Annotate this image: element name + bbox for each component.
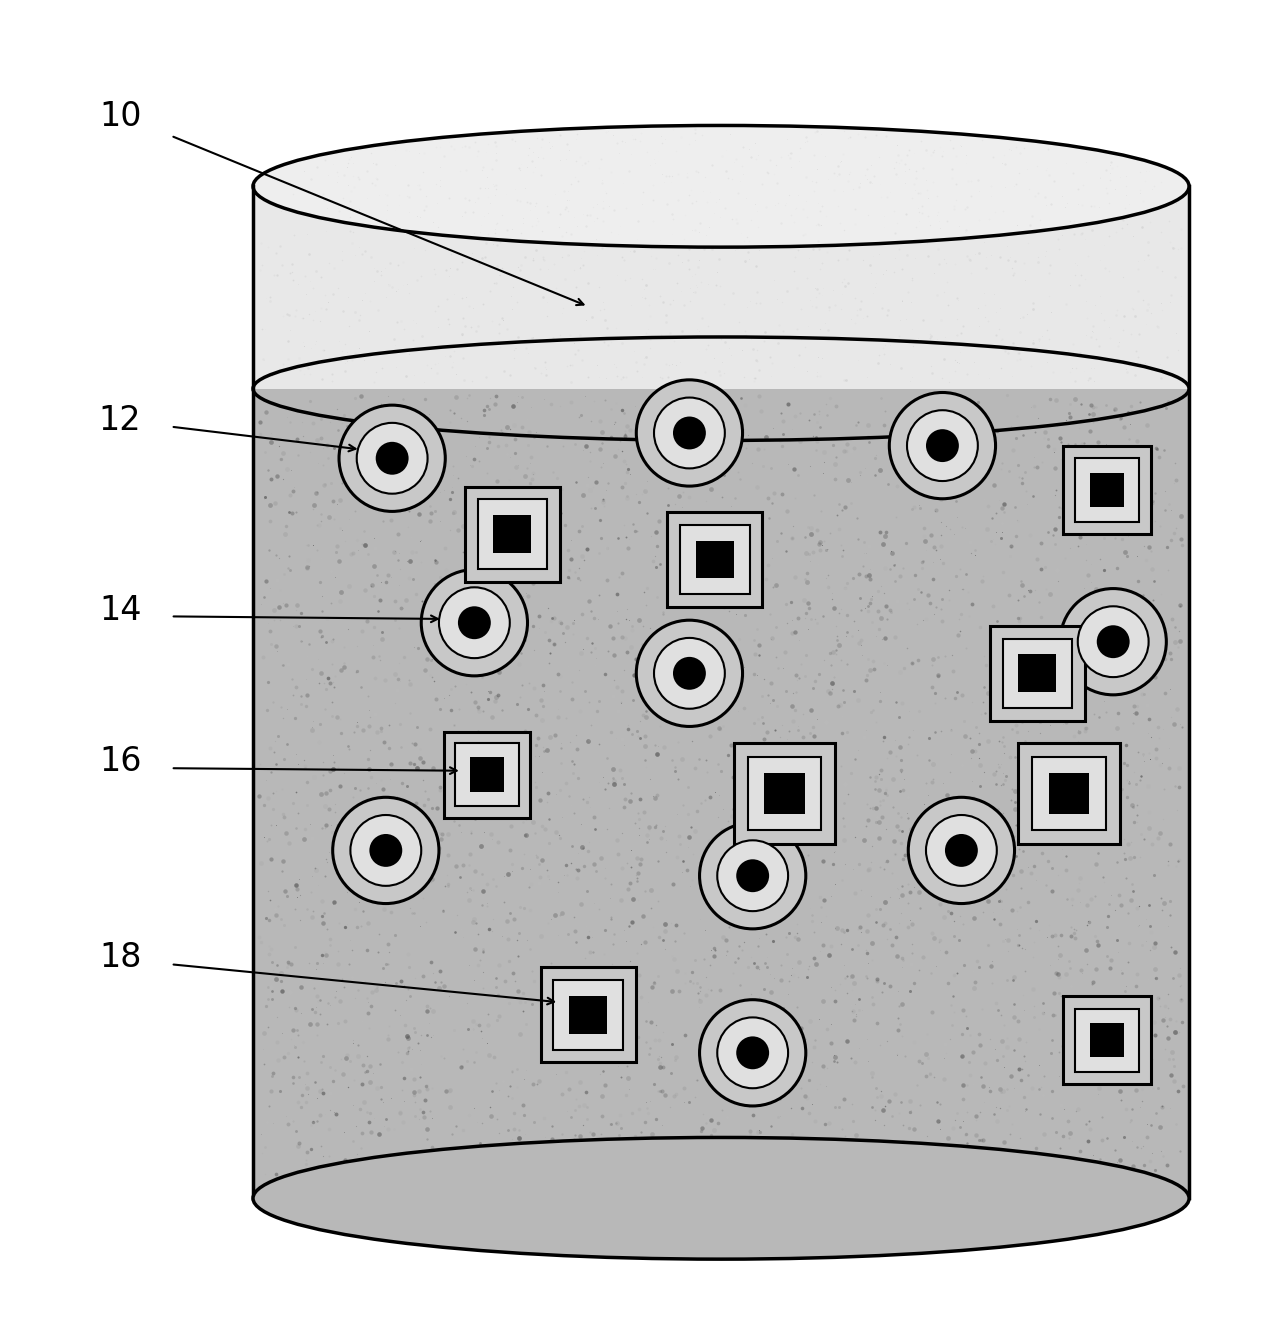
Bar bbox=[764, 774, 805, 814]
Ellipse shape bbox=[357, 423, 428, 494]
Ellipse shape bbox=[253, 1138, 1189, 1259]
Bar bbox=[1049, 774, 1089, 814]
Bar bbox=[734, 743, 835, 844]
Text: 18: 18 bbox=[99, 942, 142, 974]
Bar bbox=[1063, 996, 1151, 1085]
Bar bbox=[1075, 459, 1138, 522]
Ellipse shape bbox=[654, 398, 725, 468]
Bar bbox=[1002, 639, 1073, 708]
Ellipse shape bbox=[907, 411, 978, 482]
Bar bbox=[569, 996, 607, 1034]
Bar bbox=[1090, 1023, 1125, 1058]
Bar bbox=[1075, 1009, 1138, 1071]
Ellipse shape bbox=[1060, 588, 1166, 695]
Bar bbox=[1032, 756, 1106, 830]
Ellipse shape bbox=[636, 620, 743, 727]
Ellipse shape bbox=[253, 125, 1189, 247]
Ellipse shape bbox=[369, 834, 402, 867]
Bar bbox=[668, 512, 762, 607]
Ellipse shape bbox=[700, 999, 806, 1106]
Bar bbox=[1018, 743, 1120, 844]
Ellipse shape bbox=[376, 442, 409, 475]
Ellipse shape bbox=[654, 638, 725, 708]
Ellipse shape bbox=[350, 815, 421, 886]
Bar bbox=[493, 515, 531, 554]
Ellipse shape bbox=[717, 840, 788, 911]
Text: 12: 12 bbox=[99, 404, 142, 436]
Ellipse shape bbox=[926, 815, 997, 886]
Ellipse shape bbox=[717, 1018, 788, 1089]
Ellipse shape bbox=[339, 406, 445, 511]
Ellipse shape bbox=[926, 430, 959, 462]
Ellipse shape bbox=[636, 380, 743, 486]
Bar bbox=[471, 758, 503, 791]
Ellipse shape bbox=[908, 798, 1015, 903]
Bar bbox=[989, 626, 1084, 720]
Ellipse shape bbox=[1078, 606, 1149, 678]
Bar bbox=[1063, 446, 1151, 534]
Bar bbox=[681, 524, 749, 594]
Bar bbox=[478, 499, 546, 570]
Ellipse shape bbox=[889, 392, 996, 499]
Text: 16: 16 bbox=[99, 746, 142, 778]
Ellipse shape bbox=[945, 834, 978, 867]
Text: 10: 10 bbox=[99, 100, 142, 133]
Bar bbox=[748, 756, 821, 830]
Ellipse shape bbox=[736, 1037, 769, 1070]
Ellipse shape bbox=[421, 570, 528, 676]
Bar bbox=[554, 980, 624, 1050]
Bar bbox=[1018, 655, 1056, 692]
Ellipse shape bbox=[458, 606, 491, 639]
Ellipse shape bbox=[673, 416, 706, 450]
Bar bbox=[253, 187, 1189, 388]
Ellipse shape bbox=[673, 656, 706, 690]
Bar bbox=[1090, 472, 1125, 507]
Ellipse shape bbox=[333, 798, 439, 903]
Ellipse shape bbox=[439, 587, 510, 658]
Text: 14: 14 bbox=[99, 594, 142, 627]
Bar bbox=[253, 388, 1189, 1198]
Ellipse shape bbox=[736, 859, 769, 892]
Ellipse shape bbox=[700, 823, 806, 928]
Bar bbox=[541, 967, 636, 1062]
Ellipse shape bbox=[1097, 626, 1130, 658]
Bar bbox=[466, 487, 559, 582]
Bar bbox=[444, 731, 530, 818]
Bar bbox=[455, 743, 519, 806]
Bar bbox=[696, 540, 734, 579]
